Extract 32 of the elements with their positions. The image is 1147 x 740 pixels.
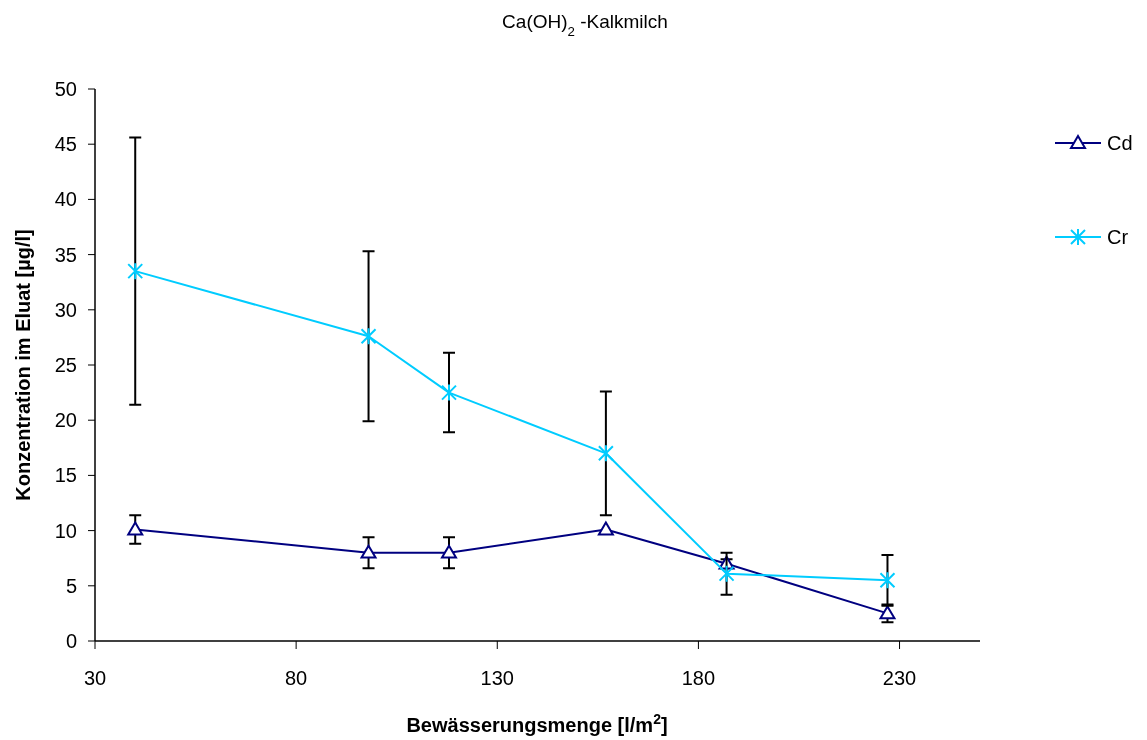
point xyxy=(597,444,614,463)
y-tick-label: 20 xyxy=(54,409,77,432)
point xyxy=(441,383,457,402)
x-tick-label: 80 xyxy=(285,667,308,689)
x-tick-label: 130 xyxy=(480,667,514,689)
y-tick-label: 40 xyxy=(54,188,77,211)
y-tick-label: 10 xyxy=(54,519,77,542)
point xyxy=(360,544,377,559)
x-axis-title: Bewässerungsmenge [l/m$^{2}$] xyxy=(406,711,668,736)
y-tick-label: 5 xyxy=(65,574,77,597)
y-axis-title: Konzentration im Eluat [µg/l] xyxy=(12,229,34,501)
point xyxy=(597,521,614,536)
y-tick-label: 25 xyxy=(54,354,77,376)
point xyxy=(127,262,144,281)
x-tick-label: 180 xyxy=(681,667,716,689)
x-tick-label: 230 xyxy=(882,667,917,689)
point xyxy=(879,605,896,620)
legend-label: Cr xyxy=(1107,226,1129,248)
point xyxy=(879,571,896,590)
legend-label: Cd xyxy=(1107,132,1133,154)
y-tick-label: 0 xyxy=(65,630,77,652)
y-tick-label: 15 xyxy=(54,464,77,487)
y-tick-label: 45 xyxy=(54,133,77,156)
point xyxy=(718,564,735,583)
y-tick-label: 30 xyxy=(54,298,77,321)
x-tick-label: 30 xyxy=(83,667,107,689)
point xyxy=(441,544,457,559)
chart-title: Ca(OH)$_{2}$ -Kalkmilch xyxy=(502,11,668,39)
point xyxy=(127,521,144,536)
point xyxy=(360,327,377,346)
y-tick-label: 35 xyxy=(54,243,77,266)
y-tick-label: 50 xyxy=(54,78,77,100)
